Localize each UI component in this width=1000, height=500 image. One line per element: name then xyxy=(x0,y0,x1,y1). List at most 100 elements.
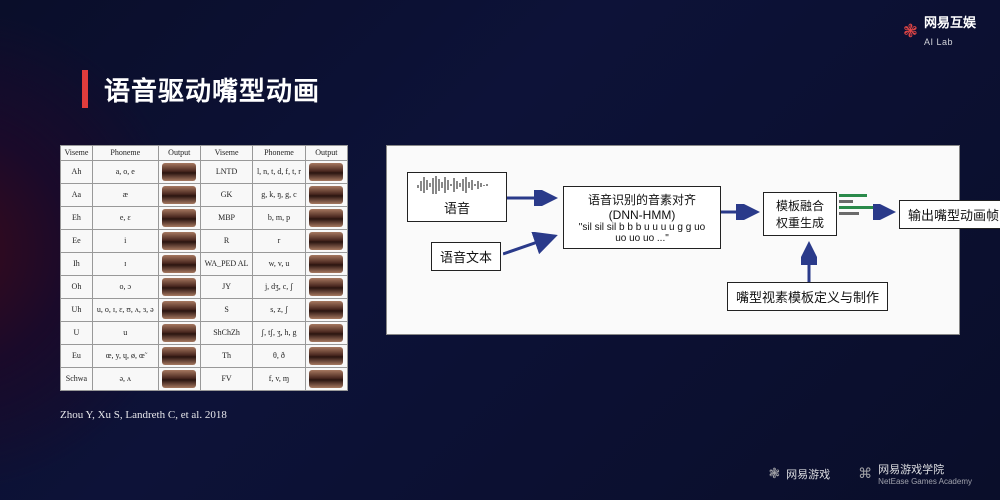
vtable-cell: ShChZh xyxy=(200,321,252,344)
vtable-header: Output xyxy=(305,146,347,161)
brand-sub: AI Lab xyxy=(924,37,953,47)
vtable-output-cell xyxy=(305,183,347,206)
node-fusion: 模板融合 权重生成 xyxy=(763,192,837,236)
vtable-header: Output xyxy=(158,146,200,161)
vtable-cell: ə, ʌ xyxy=(92,367,158,390)
fusion-bars xyxy=(839,194,875,218)
footer-swirl-icon: ❃ xyxy=(768,465,780,482)
vtable-cell: j, dʒ, c, ʃ xyxy=(253,275,306,298)
vtable-header: Viseme xyxy=(200,146,252,161)
vtable-cell: LNTD xyxy=(200,160,252,183)
vtable-output-cell xyxy=(158,183,200,206)
node-text: 语音文本 xyxy=(431,242,501,271)
vtable-cell: æ xyxy=(92,183,158,206)
mouth-thumbnail xyxy=(309,255,343,273)
vtable-cell: b, m, p xyxy=(253,206,306,229)
vtable-output-cell xyxy=(305,206,347,229)
vtable-cell: l, n, t, d, f, t, r xyxy=(253,160,306,183)
vtable-row: Ehe, ε MBPb, m, p xyxy=(61,206,348,229)
mouth-thumbnail xyxy=(309,278,343,296)
arrow-audio-align xyxy=(507,190,563,206)
vtable-cell: Schwa xyxy=(61,367,93,390)
vtable-cell: e, ε xyxy=(92,206,158,229)
mouth-thumbnail xyxy=(162,278,196,296)
vtable-cell: u, o, ɪ, ɛ, ʊ, ʌ, ɜ, ə xyxy=(92,298,158,321)
vtable-cell: U xyxy=(61,321,93,344)
arrow-fusion-output xyxy=(873,204,901,220)
vtable-cell: ɪ xyxy=(92,252,158,275)
arrow-template-fusion xyxy=(801,236,817,284)
vtable-output-cell xyxy=(158,344,200,367)
footer-brand-1-label: 网易游戏 xyxy=(786,466,830,482)
page-title: 语音驱动嘴型动画 xyxy=(104,71,320,108)
footer-brand-2: ⌘ 网易游戏学院 NetEase Games Academy xyxy=(858,461,972,486)
fusion-bar xyxy=(839,212,859,215)
node-audio: 语音 xyxy=(407,172,507,222)
mouth-thumbnail xyxy=(162,324,196,342)
node-fusion-l2: 权重生成 xyxy=(768,214,832,231)
vtable-row: Uhu, o, ɪ, ɛ, ʊ, ʌ, ɜ, əSs, z, ʃ xyxy=(61,298,348,321)
brand-swirl-icon: ❃ xyxy=(903,21,918,42)
vtable-cell: Oh xyxy=(61,275,93,298)
title-accent xyxy=(82,70,88,108)
vtable-cell: Eh xyxy=(61,206,93,229)
vtable-cell: θ, ð xyxy=(253,344,306,367)
mouth-thumbnail xyxy=(309,370,343,388)
mouth-thumbnail xyxy=(309,186,343,204)
node-template-def: 嘴型视素模板定义与制作 xyxy=(727,282,888,311)
mouth-thumbnail xyxy=(162,255,196,273)
vtable-header: Phoneme xyxy=(92,146,158,161)
arrow-text-align xyxy=(503,232,565,260)
vtable-cell: f, v, ɱ xyxy=(253,367,306,390)
footer-brand: ❃ 网易游戏 ⌘ 网易游戏学院 NetEase Games Academy xyxy=(768,461,972,486)
node-output-label: 输出嘴型动画帧 xyxy=(908,208,999,223)
mouth-thumbnail xyxy=(162,163,196,181)
mouth-thumbnail xyxy=(309,209,343,227)
mouth-thumbnail xyxy=(309,163,343,181)
viseme-table: VisemePhonemeOutputVisemePhonemeOutput A… xyxy=(60,145,348,391)
vtable-cell: FV xyxy=(200,367,252,390)
vtable-output-cell xyxy=(305,321,347,344)
vtable-output-cell xyxy=(158,275,200,298)
vtable-output-cell xyxy=(305,160,347,183)
vtable-row: UuShChZhʃ, tʃ, ʒ, h, g xyxy=(61,321,348,344)
vtable-cell: i xyxy=(92,229,158,252)
vtable-cell: MBP xyxy=(200,206,252,229)
mouth-thumbnail xyxy=(309,232,343,250)
vtable-cell: s, z, ʃ xyxy=(253,298,306,321)
vtable-row: IhɪWA_PED ALw, v, u xyxy=(61,252,348,275)
footer-brand-1: ❃ 网易游戏 xyxy=(768,465,830,482)
mouth-thumbnail xyxy=(309,347,343,365)
fusion-bar xyxy=(839,194,867,197)
vtable-cell: S xyxy=(200,298,252,321)
mouth-thumbnail xyxy=(309,324,343,342)
vtable-cell: Th xyxy=(200,344,252,367)
fusion-bar xyxy=(839,206,875,209)
brand-name: 网易互娱 xyxy=(924,15,976,30)
vtable-row: EeiRr xyxy=(61,229,348,252)
citation: Zhou Y, Xu S, Landreth C, et al. 2018 xyxy=(60,409,348,421)
vtable-header: Viseme xyxy=(61,146,93,161)
vtable-cell: Eu xyxy=(61,344,93,367)
vtable-row: AaæGKg, k, ŋ, g, c xyxy=(61,183,348,206)
node-alignment: 语音识别的音素对齐 (DNN-HMM) "sil sil sil b b b u… xyxy=(563,186,721,249)
vtable-row: Oho, ɔJYj, dʒ, c, ʃ xyxy=(61,275,348,298)
vtable-cell: JY xyxy=(200,275,252,298)
vtable-output-cell xyxy=(158,298,200,321)
node-audio-label: 语音 xyxy=(416,198,498,217)
mouth-thumbnail xyxy=(162,370,196,388)
node-align-sub2: "sil sil sil b b b u u u u g g uo uo uo … xyxy=(572,222,712,244)
vtable-output-cell xyxy=(158,252,200,275)
flowchart: 语音 语音文本 语音识别的音素对齐 (DNN-HMM) "sil sil sil… xyxy=(386,145,960,335)
mouth-thumbnail xyxy=(162,209,196,227)
footer-brand-2-label: 网易游戏学院 xyxy=(878,464,944,476)
vtable-output-cell xyxy=(158,229,200,252)
vtable-output-cell xyxy=(305,367,347,390)
vtable-output-cell xyxy=(305,229,347,252)
vtable-cell: R xyxy=(200,229,252,252)
vtable-row: Aha, o, eLNTDl, n, t, d, f, t, r xyxy=(61,160,348,183)
mouth-thumbnail xyxy=(162,347,196,365)
node-align-title: 语音识别的音素对齐 xyxy=(572,191,712,208)
mouth-thumbnail xyxy=(162,301,196,319)
node-fusion-l1: 模板融合 xyxy=(768,197,832,214)
